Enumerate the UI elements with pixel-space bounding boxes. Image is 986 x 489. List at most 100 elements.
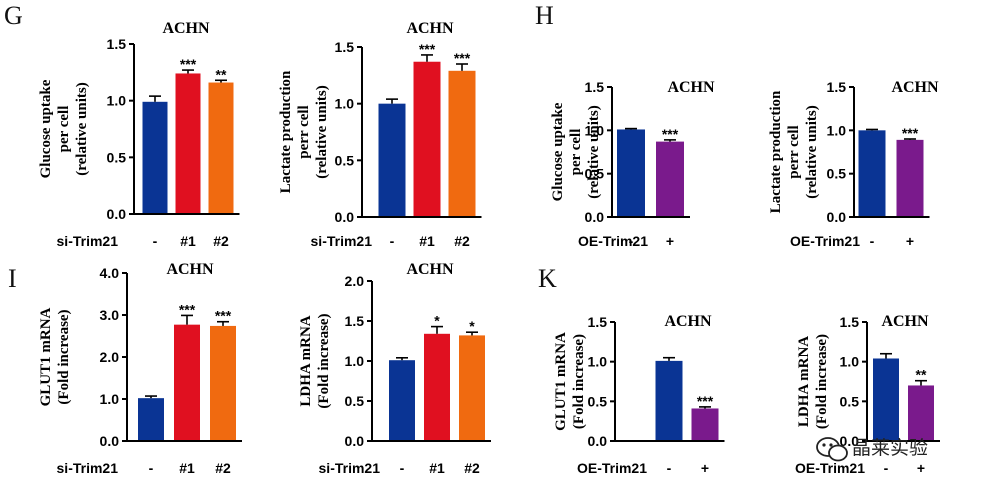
y-axis-label: Glucose uptake per cell (relative units) xyxy=(550,102,602,201)
y-axis-label-line: (relative units) xyxy=(314,85,330,178)
bar-1 xyxy=(142,101,168,214)
y-tick-label: 1.0 xyxy=(345,353,365,369)
y-tick-label: 1.5 xyxy=(840,314,860,330)
chart-4: ACHN Lactate production perr cell (relative… xyxy=(768,79,939,249)
significance-label: *** xyxy=(419,41,436,57)
y-tick-label: 1.0 xyxy=(585,122,605,138)
y-axis-label-line: (Fold increase) xyxy=(316,313,332,408)
panel-letter: G xyxy=(4,1,23,30)
bar-2 xyxy=(413,61,441,217)
y-axis-label-line: Glucose uptake xyxy=(38,79,54,178)
panel-letter: I xyxy=(8,264,17,293)
bar-1 xyxy=(873,358,899,441)
category-label: + xyxy=(701,460,709,476)
category-label: + xyxy=(906,233,914,249)
bar-2 xyxy=(174,324,200,441)
chart-3: H ACHN Glucose uptake per cell (relative uni… xyxy=(535,1,715,249)
y-tick-label: 1.0 xyxy=(335,96,355,112)
bar-2 xyxy=(656,141,684,217)
y-tick-label: 1.5 xyxy=(107,36,127,52)
y-axis-label-line: per cell xyxy=(56,106,72,153)
y-axis-label-line: Glucose uptake xyxy=(550,102,566,201)
y-axis-label-line: (Fold increase) xyxy=(571,334,587,429)
y-tick-label: 0.0 xyxy=(345,433,365,449)
y-tick-label: 2.0 xyxy=(100,349,120,365)
y-tick-label: 1.5 xyxy=(345,313,365,329)
y-tick-label: 3.0 xyxy=(100,307,120,323)
significance-label: *** xyxy=(454,50,471,66)
watermark-text: 晶莱实验 xyxy=(852,437,928,459)
category-label: #1 xyxy=(429,460,445,476)
y-tick-label: 0.5 xyxy=(827,166,847,182)
chart-title: ACHN xyxy=(891,79,939,96)
y-axis-label: Lactate production perr cell (relative uni… xyxy=(768,90,820,213)
chart-title: ACHN xyxy=(881,313,929,330)
bar-1 xyxy=(655,360,683,441)
y-tick-label: 0.5 xyxy=(345,393,365,409)
y-tick-label: 0.5 xyxy=(107,149,127,165)
y-axis-label-line: (relative units) xyxy=(586,105,602,198)
y-tick-label: 1.0 xyxy=(840,354,860,370)
y-axis-label-line: perr cell xyxy=(786,125,802,178)
bar-3 xyxy=(208,82,234,215)
bar-2 xyxy=(424,333,450,441)
category-label: + xyxy=(917,460,925,476)
group-label: OE-Trim21 xyxy=(790,233,860,249)
bar-3 xyxy=(210,325,236,441)
significance-label: ** xyxy=(916,367,927,383)
category-label: - xyxy=(153,233,158,249)
category-label: - xyxy=(870,233,875,249)
y-axis-label: LDHA mRNA (Fold increase) xyxy=(298,313,332,408)
category-label: #1 xyxy=(180,233,196,249)
y-tick-label: 0.0 xyxy=(588,433,608,449)
chart-2: ACHN Lactate production perr cell (relative… xyxy=(278,20,482,249)
y-tick-label: 0.0 xyxy=(585,209,605,225)
y-tick-label: 0.0 xyxy=(827,209,847,225)
chart-5: I ACHN GLUT1 mRNA (Fold increase) - *** #1 *** #… xyxy=(8,261,242,476)
bar-1 xyxy=(378,103,406,217)
category-label: #2 xyxy=(454,233,470,249)
y-tick-label: 0.0 xyxy=(100,433,120,449)
category-label: #2 xyxy=(464,460,480,476)
bar-3 xyxy=(448,70,476,217)
y-axis-label-line: (Fold increase) xyxy=(814,334,830,429)
chart-8: ACHN LDHA mRNA (Fold increase) - ** +0.0 0.5 1.… xyxy=(795,313,940,476)
wechat-icon xyxy=(816,437,848,462)
category-label: #1 xyxy=(179,460,195,476)
y-tick-label: 1.0 xyxy=(588,354,608,370)
y-axis-label-line: perr cell xyxy=(296,105,312,158)
y-tick-label: 0.5 xyxy=(588,393,608,409)
group-label: si-Trim21 xyxy=(57,460,119,476)
y-axis-label: Glucose uptake per cell (relative units) xyxy=(38,79,90,178)
y-tick-label: 1.0 xyxy=(107,93,127,109)
y-tick-label: 1.5 xyxy=(335,39,355,55)
y-tick-label: 0.0 xyxy=(840,433,860,449)
y-tick-label: 4.0 xyxy=(100,265,120,281)
panel-letter: H xyxy=(535,1,554,30)
significance-label: *** xyxy=(180,56,197,72)
chart-title: ACHN xyxy=(667,79,715,96)
y-tick-label: 1.5 xyxy=(585,79,605,95)
y-axis-label-line: (relative units) xyxy=(74,82,90,175)
group-label: si-Trim21 xyxy=(319,460,381,476)
significance-label: *** xyxy=(215,308,232,324)
category-label: - xyxy=(149,460,154,476)
chart-title: ACHN xyxy=(406,20,454,37)
significance-label: *** xyxy=(662,126,679,142)
y-tick-label: 1.0 xyxy=(100,391,120,407)
y-axis-label-line: per cell xyxy=(568,129,584,176)
chart-6: ACHN LDHA mRNA (Fold increase) - * #1 * #2 0.0 0.… xyxy=(298,261,491,476)
y-tick-label: 0.5 xyxy=(335,152,355,168)
panel-letter: K xyxy=(538,264,557,293)
significance-label: *** xyxy=(179,301,196,317)
group-label: OE-Trim21 xyxy=(578,233,648,249)
chart-title: ACHN xyxy=(166,261,214,278)
group-label: si-Trim21 xyxy=(57,233,119,249)
y-axis-label: LDHA mRNA (Fold increase) xyxy=(796,334,830,429)
y-axis-label-line: GLUT1 mRNA xyxy=(553,332,569,431)
significance-label: ** xyxy=(216,66,227,82)
bar-1 xyxy=(858,130,886,217)
y-tick-label: 0.0 xyxy=(335,209,355,225)
category-label: - xyxy=(667,460,672,476)
